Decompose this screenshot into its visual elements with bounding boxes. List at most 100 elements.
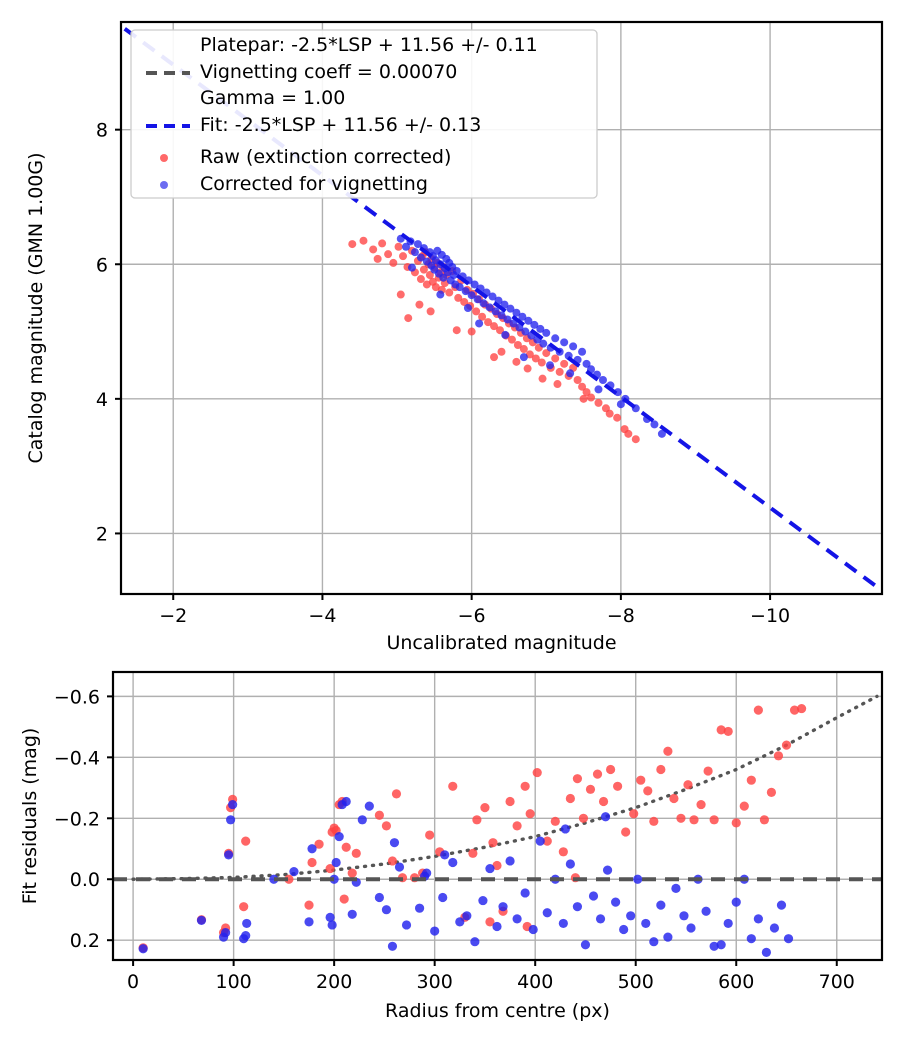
data-point <box>560 359 569 368</box>
data-point <box>391 789 402 799</box>
y-tick-label: 2 <box>96 523 108 545</box>
data-point <box>572 902 583 912</box>
x-tick-label: 0 <box>127 971 139 993</box>
data-point <box>686 923 696 933</box>
data-point <box>701 906 711 916</box>
data-point <box>585 784 596 794</box>
data-point <box>374 892 384 903</box>
data-point <box>643 786 653 796</box>
data-point <box>551 334 560 343</box>
data-point <box>448 857 458 868</box>
data-point <box>325 912 335 922</box>
data-point <box>560 824 570 834</box>
data-point <box>488 292 497 301</box>
data-point <box>613 388 622 397</box>
data-point <box>472 815 482 825</box>
data-point <box>452 326 461 335</box>
data-point <box>766 787 777 797</box>
legend-entry[interactable]: Corrected for vignetting <box>160 173 428 195</box>
data-point <box>636 775 646 785</box>
data-point <box>389 258 398 267</box>
legend-box <box>130 29 598 199</box>
data-point <box>582 359 591 368</box>
data-point <box>611 897 621 907</box>
data-point <box>521 327 530 336</box>
data-point <box>425 271 434 280</box>
data-point <box>519 345 528 354</box>
data-point <box>501 330 510 339</box>
data-point <box>605 409 614 418</box>
legend-entry[interactable]: Raw (extinction corrected) <box>160 146 451 168</box>
data-point <box>649 937 659 947</box>
data-point <box>649 816 659 826</box>
data-point <box>769 923 780 933</box>
data-point <box>558 918 568 929</box>
data-point <box>341 842 351 852</box>
data-point <box>602 865 613 875</box>
data-point <box>641 918 651 929</box>
data-point <box>410 248 419 257</box>
x-tick-label: 300 <box>417 971 453 993</box>
data-point <box>503 315 512 324</box>
data-point <box>455 917 465 927</box>
data-point <box>496 326 505 335</box>
data-point <box>470 280 479 289</box>
data-point <box>696 799 706 810</box>
y-tick-label: 4 <box>96 389 108 411</box>
y-tick-label: 6 <box>96 254 108 276</box>
data-point <box>241 931 251 941</box>
data-point <box>389 838 400 848</box>
panel1-y-axis-label: Catalog magnitude (GMN 1.00G) <box>25 152 47 463</box>
data-point <box>334 831 344 842</box>
data-point <box>679 911 689 921</box>
data-point <box>241 836 251 846</box>
data-point <box>348 240 357 249</box>
data-point <box>436 290 445 299</box>
legend-entry-label: Fit: -2.5*LSP + 11.56 +/- 0.13 <box>200 114 481 136</box>
data-point <box>542 349 551 358</box>
data-point <box>479 299 488 308</box>
data-point <box>525 350 534 359</box>
data-point <box>671 883 681 893</box>
panel2-frame <box>111 670 884 962</box>
data-point <box>539 339 548 348</box>
data-point <box>605 764 616 775</box>
y-tick-label: −0.6 <box>54 686 100 708</box>
data-point <box>588 891 599 901</box>
data-point <box>598 796 609 807</box>
data-point <box>528 924 538 935</box>
data-point <box>497 311 506 320</box>
data-point <box>463 304 472 312</box>
data-point <box>369 245 378 254</box>
data-point <box>761 947 772 957</box>
panel2-data <box>113 694 882 957</box>
data-point <box>484 318 493 327</box>
data-point <box>413 240 422 249</box>
data-point <box>414 903 425 913</box>
legend-entry[interactable]: Platepar: -2.5*LSP + 11.56 +/- 0.11 <box>200 34 538 56</box>
data-point <box>415 300 424 309</box>
data-point <box>600 812 611 822</box>
legend-entry[interactable]: Fit: -2.5*LSP + 11.56 +/- 0.13 <box>146 114 481 136</box>
data-point <box>709 941 719 951</box>
data-point <box>656 900 666 910</box>
data-point <box>523 364 532 373</box>
data-point <box>709 815 719 825</box>
panel1-data <box>123 27 882 593</box>
data-point <box>650 420 659 429</box>
data-point <box>402 242 410 251</box>
data-point <box>513 341 522 350</box>
data-point <box>759 815 769 825</box>
legend-entry[interactable]: Vignetting coeff = 0.00070 <box>146 61 457 83</box>
data-point <box>773 751 784 761</box>
data-point <box>739 801 749 811</box>
data-point <box>490 353 499 362</box>
data-point <box>325 863 335 874</box>
x-tick-label: 200 <box>316 971 352 993</box>
data-point <box>555 367 564 376</box>
x-tick-label: 700 <box>819 971 855 993</box>
legend-entry[interactable]: Gamma = 1.00 <box>200 87 345 109</box>
data-point <box>633 874 643 884</box>
data-point <box>657 429 666 438</box>
